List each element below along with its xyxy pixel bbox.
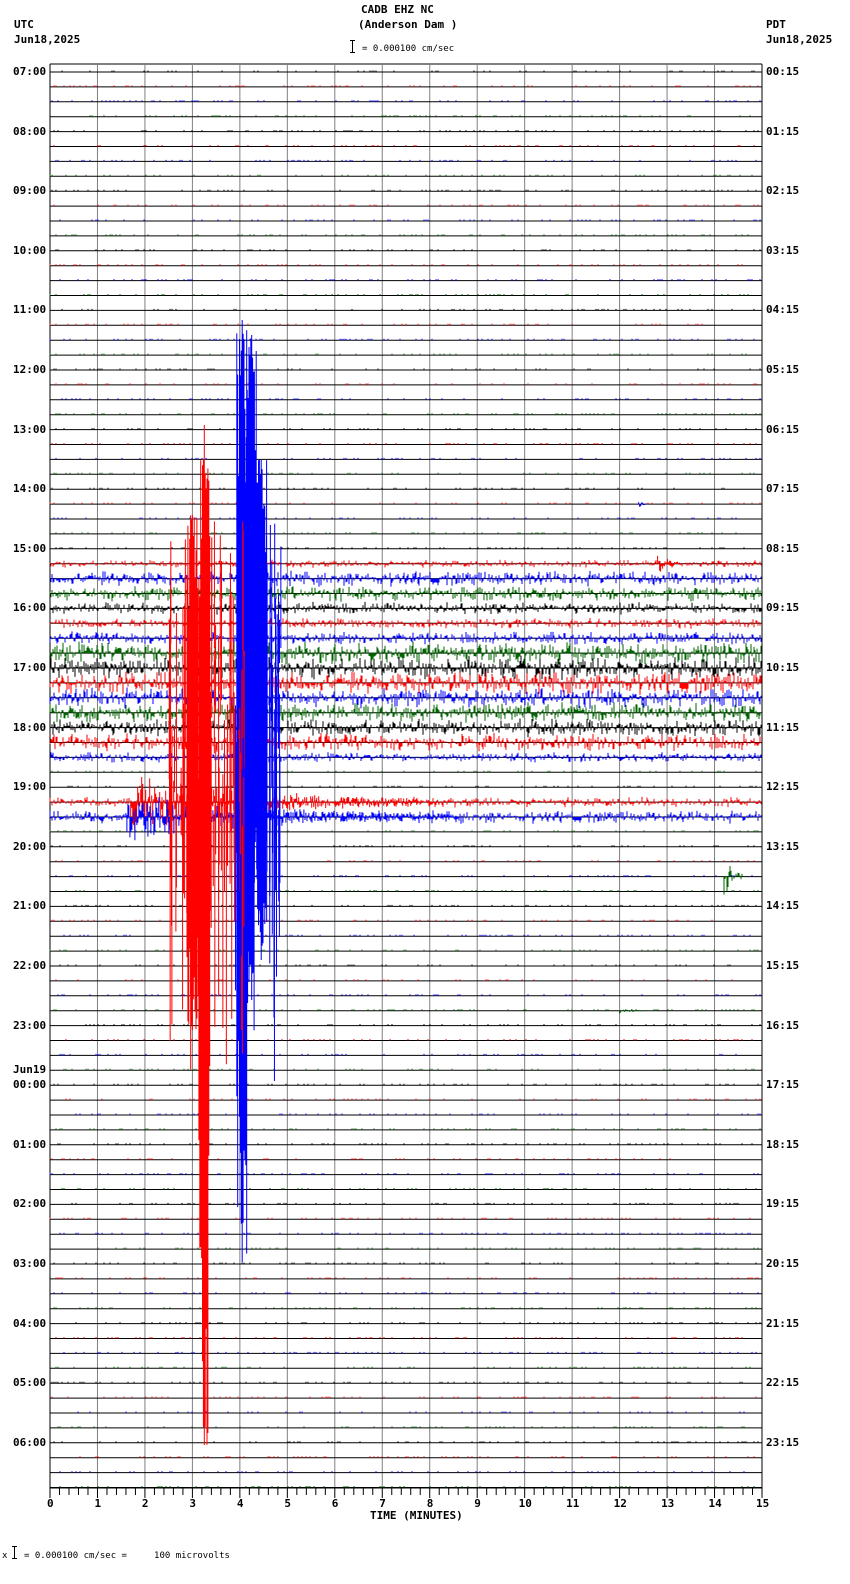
utc-hour-label: 11:00 xyxy=(13,303,47,317)
scale-text: = 0.000100 cm/sec xyxy=(362,44,455,54)
pdt-hour-label: 03:15 xyxy=(766,243,800,257)
pdt-hour-label: 16:15 xyxy=(766,1018,800,1032)
pdt-hour-label: 23:15 xyxy=(766,1435,800,1449)
pdt-hour-label: 15:15 xyxy=(766,959,800,972)
station-location: (Anderson Dam ) xyxy=(358,18,458,31)
right-date: Jun18,2025 xyxy=(766,33,833,46)
pdt-hour-label: 08:15 xyxy=(766,541,800,555)
utc-hour-label: 15:00 xyxy=(13,541,47,555)
footer-scale-bar-icon xyxy=(12,1546,17,1559)
utc-hour-label: 09:00 xyxy=(13,184,47,198)
x-tick-label: 12 xyxy=(613,1497,627,1510)
pdt-hour-label: 09:15 xyxy=(766,601,800,615)
x-tick-label: 8 xyxy=(426,1497,434,1510)
pdt-hour-label: 11:15 xyxy=(766,720,800,734)
left-date: Jun18,2025 xyxy=(14,33,81,46)
pdt-hour-label: 20:15 xyxy=(766,1257,800,1270)
utc-hour-label: 19:00 xyxy=(13,780,47,794)
x-tick-label: 2 xyxy=(141,1497,149,1510)
x-tick-label: 4 xyxy=(236,1497,244,1510)
x-tick-label: 14 xyxy=(708,1497,722,1510)
utc-hour-label: 14:00 xyxy=(13,482,47,496)
pdt-hour-label: 06:15 xyxy=(766,422,800,436)
x-tick-label: 6 xyxy=(331,1497,339,1510)
pdt-hour-label: 01:15 xyxy=(766,124,800,138)
utc-hour-label: 08:00 xyxy=(13,124,47,138)
utc-hour-label: 12:00 xyxy=(13,363,47,376)
left-timezone: UTC xyxy=(14,18,34,31)
pdt-hour-label: 02:15 xyxy=(766,184,800,198)
footer-scale-prefix: x xyxy=(2,1551,8,1561)
x-tick-label: 11 xyxy=(566,1497,580,1510)
utc-hour-label: 03:00 xyxy=(13,1257,47,1270)
pdt-hour-label: 22:15 xyxy=(766,1376,800,1390)
pdt-hour-label: 17:15 xyxy=(766,1078,800,1092)
utc-hour-label: 02:00 xyxy=(13,1197,47,1211)
pdt-hour-label: 07:15 xyxy=(766,482,800,496)
pdt-hour-label: 18:15 xyxy=(766,1137,800,1151)
pdt-hour-label: 13:15 xyxy=(766,839,800,853)
pdt-hour-label: 12:15 xyxy=(766,780,800,794)
x-tick-label: 7 xyxy=(379,1497,386,1510)
x-axis-title: TIME (MINUTES) xyxy=(370,1509,463,1522)
utc-hour-label: 13:00 xyxy=(13,422,47,436)
pdt-hour-label: 00:15 xyxy=(766,65,800,78)
x-tick-label: 9 xyxy=(474,1497,481,1510)
x-tick-label: 1 xyxy=(94,1497,102,1510)
utc-hour-label: 05:00 xyxy=(13,1376,47,1390)
pdt-hour-label: 21:15 xyxy=(766,1316,800,1330)
utc-hour-label: 23:00 xyxy=(13,1018,47,1032)
scale-bar-icon xyxy=(350,40,355,53)
utc-hour-label: 20:00 xyxy=(13,839,47,853)
right-timezone: PDT xyxy=(766,18,786,31)
utc-hour-label: 10:00 xyxy=(13,243,47,257)
x-tick-label: 0 xyxy=(47,1497,54,1510)
x-tick-label: 13 xyxy=(661,1497,675,1510)
pdt-hour-label: 05:15 xyxy=(766,363,800,376)
utc-hour-label: 07:00 xyxy=(13,65,47,78)
utc-hour-label: 18:00 xyxy=(13,720,47,734)
x-tick-label: 3 xyxy=(189,1497,197,1510)
utc-hour-label: 17:00 xyxy=(13,661,47,674)
pdt-hour-label: 19:15 xyxy=(766,1197,800,1211)
utc-hour-label: 00:00 xyxy=(13,1078,47,1092)
utc-date-label: Jun19 xyxy=(13,1063,47,1077)
utc-hour-label: 06:00 xyxy=(13,1435,47,1449)
footer-scale-text: = 0.000100 cm/sec = 100 microvolts xyxy=(24,1551,230,1561)
utc-hour-label: 01:00 xyxy=(13,1137,47,1151)
utc-hour-label: 22:00 xyxy=(13,959,47,972)
utc-hour-label: 16:00 xyxy=(13,601,47,615)
utc-hour-label: 04:00 xyxy=(13,1316,47,1330)
pdt-hour-label: 14:15 xyxy=(766,899,800,913)
station-title: CADB EHZ NC xyxy=(361,3,434,16)
x-tick-label: 10 xyxy=(518,1497,532,1510)
x-tick-label: 15 xyxy=(756,1497,770,1510)
pdt-hour-label: 10:15 xyxy=(766,661,800,674)
pdt-hour-label: 04:15 xyxy=(766,303,800,317)
utc-hour-label: 21:00 xyxy=(13,899,47,913)
x-tick-label: 5 xyxy=(284,1497,291,1510)
